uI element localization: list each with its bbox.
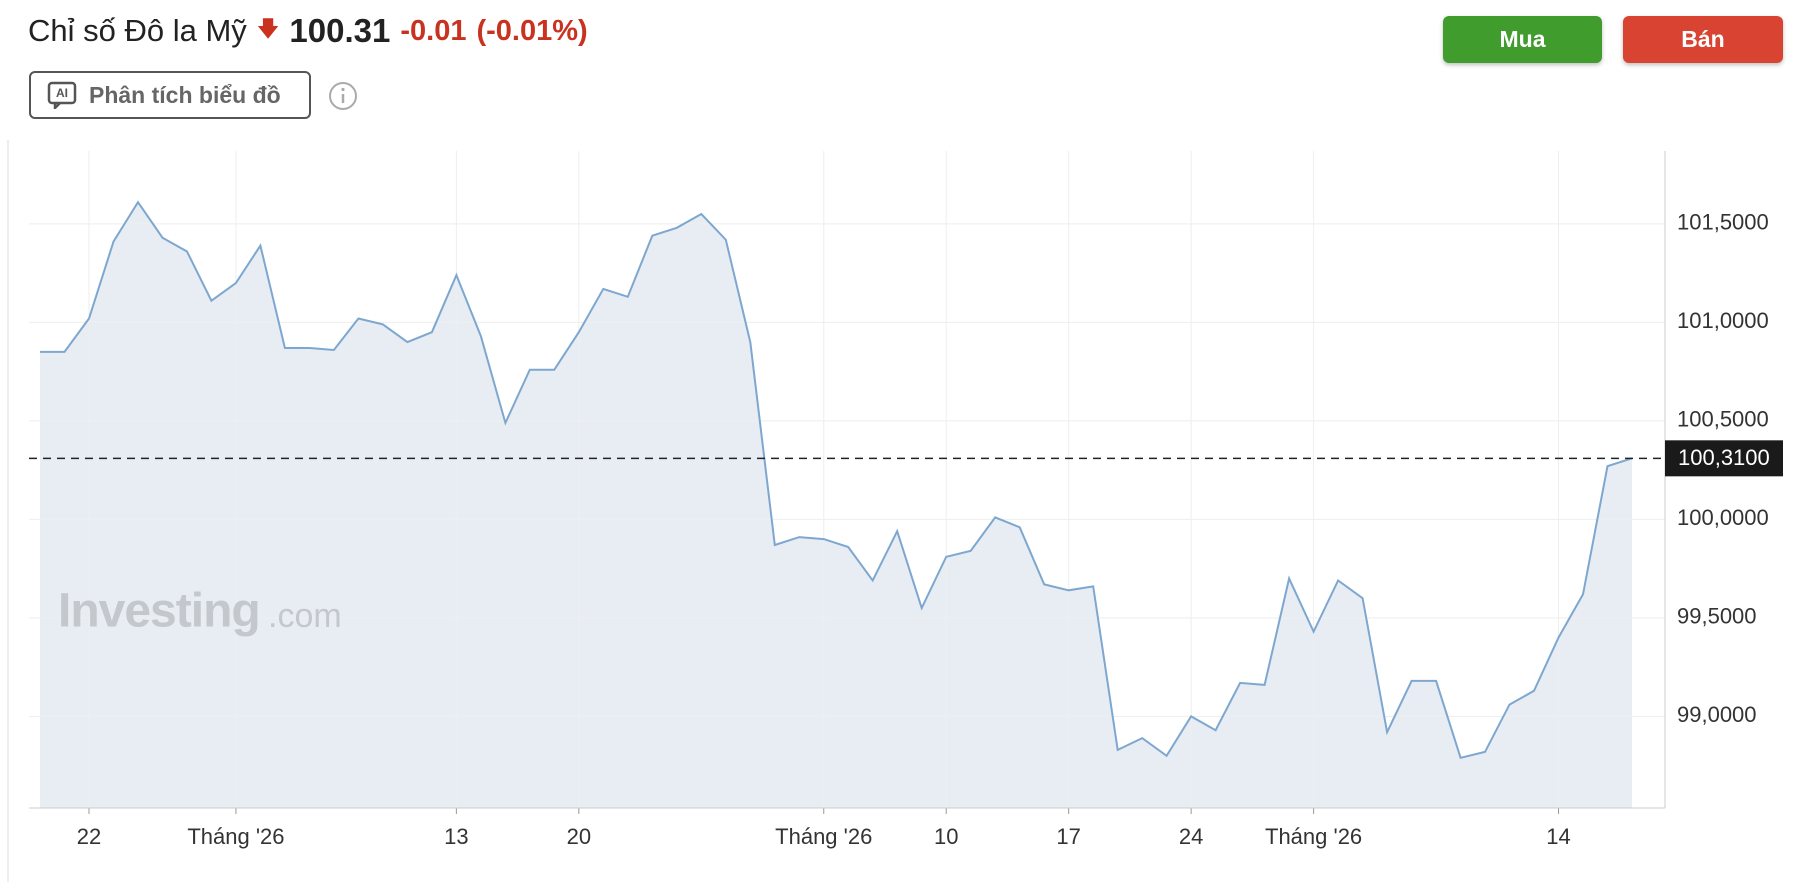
y-tick-label: 101,5000 [1677,210,1769,235]
area [40,202,1632,808]
x-tick-label: 14 [1546,824,1570,849]
svg-text:AI: AI [56,86,68,100]
x-tick-label: 13 [444,824,468,849]
info-icon[interactable] [327,80,359,112]
down-arrow: 🡇 [256,16,280,41]
x-tick-label: Tháng '26 [187,824,284,849]
x-tick-label: 24 [1179,824,1203,849]
x-tick-label: 10 [934,824,958,849]
x-tick-label: 20 [567,824,591,849]
x-tick-label: 17 [1056,824,1080,849]
y-tick-label: 100,5000 [1677,407,1769,432]
analysis-button[interactable]: AI Phân tích biểu đồ [29,71,311,119]
change-percent: (-0.01%) [476,14,588,47]
price-label: 100,3100 [1678,445,1770,470]
watermark-brand: Investing [58,585,260,638]
sell-button[interactable]: Bán [1623,16,1783,63]
x-tick-label: Tháng '26 [775,824,872,849]
y-tick-label: 99,5000 [1677,604,1757,629]
change: -0.01 [400,14,467,47]
x-tick-label: Tháng '26 [1265,824,1362,849]
watermark-suffix: .com [268,597,342,635]
title-row: Chỉ số Đô la Mỹ 🡇 100.31 -0.01 (-0.01%) [28,12,588,50]
title: Chỉ số Đô la Mỹ [28,13,247,48]
y-tick-label: 99,0000 [1677,702,1757,727]
line [40,200,1633,759]
price: 100.31 [289,12,391,49]
analysis-label: Phân tích biểu đồ [89,81,281,108]
y-tick-label: 100,0000 [1677,505,1769,530]
buy-button[interactable]: Mua [1443,16,1602,63]
price-label-box [1665,440,1783,477]
x-tick-label: 22 [77,824,101,849]
watermark: Investing .com [58,585,342,638]
y-tick-label: 101,0000 [1677,308,1769,333]
ai-icon: AI [47,81,77,109]
